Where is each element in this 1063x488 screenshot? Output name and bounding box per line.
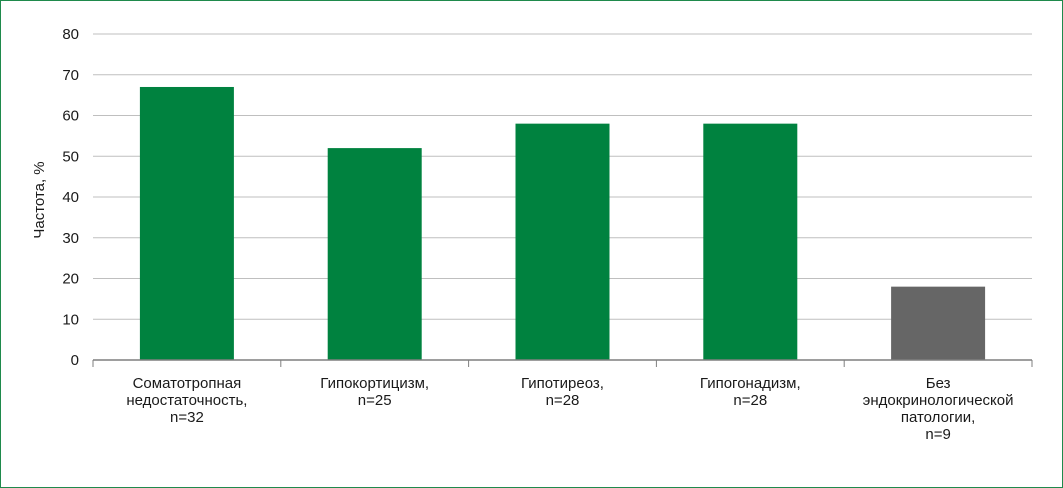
bar: [327, 148, 422, 360]
category-label: Гипокортицизм, n=25: [320, 375, 429, 409]
category-label: Гипогонадизм, n=28: [700, 375, 801, 409]
bar: [891, 286, 986, 360]
category-label: Гипотиреоз, n=28: [521, 375, 604, 409]
category-label-line: Гипогонадизм,: [700, 375, 801, 392]
category-label-line: Без: [926, 375, 951, 392]
y-tick-label: 10: [62, 311, 79, 328]
y-tick-label: 30: [62, 230, 79, 247]
y-axis-label: Частота, %: [31, 161, 48, 238]
category-label: Соматотропная недостаточность, n=32: [126, 375, 247, 426]
y-tick-label: 80: [62, 26, 79, 43]
category-label-line: n=28: [733, 392, 767, 409]
category-label-line: n=32: [170, 409, 204, 426]
y-tick-label: 20: [62, 271, 79, 288]
category-label-line: n=28: [546, 392, 580, 409]
y-tick-label: 70: [62, 67, 79, 84]
bar: [703, 123, 798, 361]
category-label-line: n=9: [925, 426, 950, 443]
category-label: Без эндокринологической патологии, n=9: [863, 375, 1014, 443]
category-label-line: патологии,: [901, 409, 976, 426]
category-label-line: недостаточность,: [126, 392, 247, 409]
x-axis: [92, 359, 1033, 367]
y-tick-labels: 0 10 20 30 40 50 60 70 80: [62, 26, 79, 369]
category-label-line: Соматотропная: [133, 375, 242, 392]
category-label-line: n=25: [358, 392, 392, 409]
category-labels: Соматотропная недостаточность, n=32 Гипокор…: [126, 375, 1013, 443]
gridlines: [93, 33, 1032, 320]
bars: [139, 86, 986, 361]
bar: [515, 123, 610, 361]
category-label-line: эндокринологической: [863, 392, 1014, 409]
category-label-line: Гипокортицизм,: [320, 375, 429, 392]
y-tick-label: 0: [71, 352, 79, 369]
y-tick-label: 50: [62, 148, 79, 165]
bar: [139, 86, 234, 360]
y-tick-label: 40: [62, 189, 79, 206]
category-label-line: Гипотиреоз,: [521, 375, 604, 392]
y-tick-label: 60: [62, 108, 79, 125]
